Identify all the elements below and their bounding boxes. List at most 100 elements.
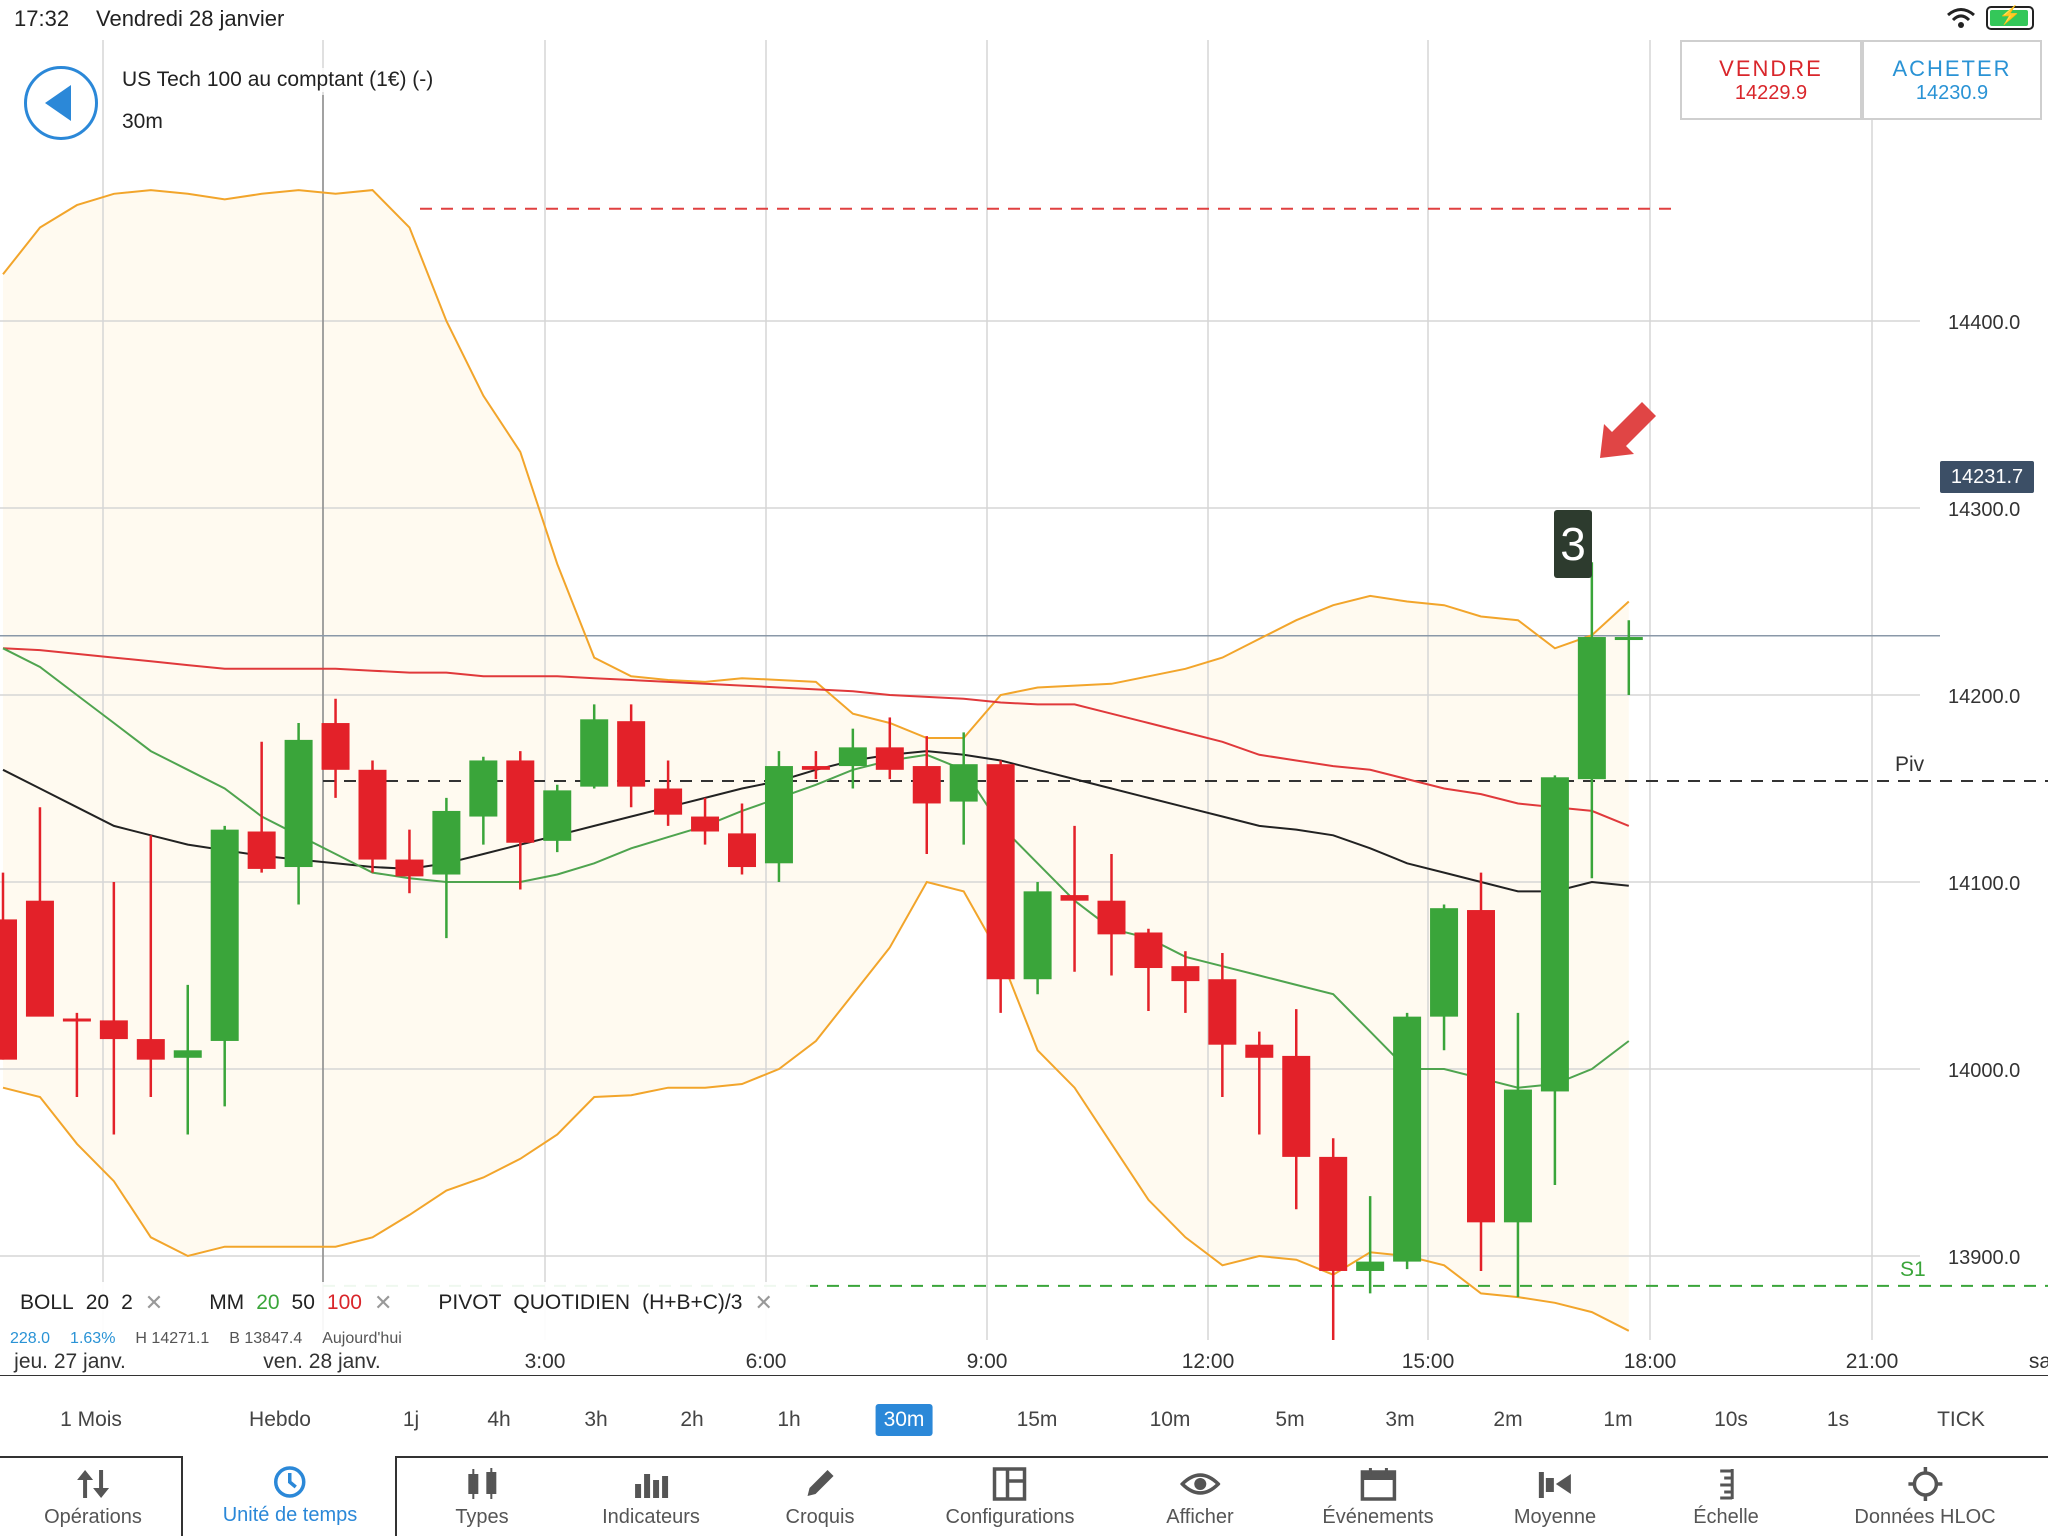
toolbar-arrows-updown-button[interactable]: Opérations	[44, 1466, 142, 1529]
candle	[1356, 1196, 1385, 1294]
pivot-name[interactable]: PIVOT	[438, 1291, 502, 1314]
timeframe-1m[interactable]: 1m	[1603, 1408, 1633, 1431]
timeframe-3h[interactable]: 3h	[584, 1408, 608, 1431]
timeframe-15m[interactable]: 15m	[1016, 1408, 1058, 1431]
candle	[949, 732, 978, 845]
toolbar-volume-button[interactable]: Moyenne	[1514, 1466, 1596, 1529]
status-bar: 17:32 Vendredi 28 janvier ⚡	[0, 0, 2048, 40]
candle	[284, 723, 313, 905]
sell-label: VENDRE	[1719, 56, 1823, 81]
timeframe-1j[interactable]: 1j	[402, 1408, 420, 1431]
candle	[1023, 882, 1052, 995]
candle-body	[247, 831, 276, 869]
back-button[interactable]	[24, 66, 98, 140]
timeframe-1-mois[interactable]: 1 Mois	[60, 1408, 122, 1431]
candle-body	[1393, 1016, 1422, 1262]
candle	[1393, 1012, 1422, 1270]
toolbar-label: Croquis	[785, 1506, 855, 1528]
timeframe-2h[interactable]: 2h	[680, 1408, 704, 1431]
candle	[506, 751, 535, 890]
candle-body	[1097, 900, 1126, 935]
timeframe-tick[interactable]: TICK	[1937, 1408, 1985, 1431]
mm-period-20: 20	[256, 1291, 280, 1314]
toolbar-crosshair-button[interactable]: Données HLOC	[1854, 1466, 1996, 1529]
candle-body	[764, 766, 793, 864]
candle	[1540, 775, 1569, 1185]
toolbar-label: Indicateurs	[602, 1506, 700, 1528]
candle	[1134, 928, 1163, 1012]
pivot-label: Piv	[1895, 753, 1925, 776]
timeframe-label: 30m	[122, 110, 163, 133]
candle-body	[986, 764, 1015, 980]
candle	[1319, 1138, 1348, 1359]
toolbar-candles-button[interactable]: Types	[455, 1466, 509, 1529]
eye-icon	[1166, 1466, 1233, 1502]
candle-body	[691, 816, 720, 832]
candle	[99, 882, 128, 1135]
toolbar-label: Afficher	[1166, 1506, 1234, 1528]
buy-button[interactable]: ACHETER 14230.9	[1862, 40, 2042, 120]
remove-pivot-icon[interactable]: ✕	[754, 1290, 773, 1315]
toolbar-eye-button[interactable]: Afficher	[1166, 1466, 1234, 1529]
remove-mm-icon[interactable]: ✕	[373, 1290, 393, 1315]
timeframe-selector: 1 Mois Hebdo 1j 4h 3h 2h 1h 30m 15m 10m 5m 3m 2m 1m 10…	[0, 1376, 2048, 1458]
x-axis-label: 12:00	[1182, 1350, 1235, 1373]
candle-body	[210, 829, 239, 1041]
status-icons: ⚡	[1946, 5, 2034, 30]
candle-body	[358, 769, 387, 860]
candle	[912, 736, 941, 854]
legend-stat-today: Aujourd'hui	[322, 1330, 402, 1347]
status-time: 17:32	[14, 6, 70, 31]
timeframe-2m[interactable]: 2m	[1493, 1408, 1523, 1431]
legend-stat-high: H 14271.1	[135, 1330, 210, 1347]
mm-period-50: 50	[291, 1291, 315, 1314]
candle-body	[506, 760, 535, 843]
toolbar-calendar-button[interactable]: Événements	[1322, 1466, 1434, 1529]
candle-body	[136, 1039, 165, 1060]
y-axis-label: 13900.0	[1948, 1247, 2020, 1269]
x-axis-label: 9:00	[967, 1350, 1008, 1373]
pencil-icon	[786, 1466, 855, 1502]
toolbar-scale-button[interactable]: Échelle	[1693, 1466, 1759, 1529]
last-price-tag: 14231.7	[1940, 461, 2034, 493]
timeframe-10s[interactable]: 10s	[1714, 1408, 1748, 1431]
red-arrow-icon	[1600, 402, 1656, 458]
candle-body	[395, 859, 424, 877]
y-axis-label: 14000.0	[1948, 1060, 2020, 1082]
toolbar-label: Événements	[1322, 1506, 1434, 1528]
remove-boll-icon[interactable]: ✕	[144, 1290, 164, 1315]
timeframe-4h[interactable]: 4h	[487, 1408, 511, 1431]
candle	[62, 1012, 91, 1098]
timeframe-10m[interactable]: 10m	[1149, 1408, 1191, 1431]
bars-icon	[602, 1466, 700, 1502]
timeframe-1h[interactable]: 1h	[777, 1408, 801, 1431]
timeframe-1s[interactable]: 1s	[1826, 1408, 1850, 1431]
toolbar-pencil-button[interactable]: Croquis	[785, 1466, 855, 1529]
candle	[321, 698, 350, 798]
candle	[1208, 953, 1237, 1098]
x-axis-label: jeu. 27 janv.	[13, 1350, 126, 1373]
toolbar-bars-button[interactable]: Indicateurs	[602, 1466, 700, 1529]
bollinger-upper-line	[2, 189, 1630, 739]
x-axis-label: 21:00	[1846, 1350, 1899, 1373]
boll-name[interactable]: BOLL	[20, 1291, 74, 1314]
timeframe-hebdo[interactable]: Hebdo	[249, 1408, 311, 1431]
candle	[986, 760, 1015, 1013]
toolbar-layout-button[interactable]: Configurations	[946, 1466, 1074, 1529]
candle-body	[1577, 637, 1606, 780]
candle-countdown-badge: 3	[1554, 510, 1592, 578]
ma20-line	[2, 647, 1630, 1089]
candle	[654, 760, 683, 826]
candle	[1503, 1012, 1532, 1298]
mm-name[interactable]: MM	[209, 1291, 245, 1314]
sell-button[interactable]: VENDRE 14229.9	[1680, 40, 1862, 120]
candle	[1614, 620, 1643, 695]
timeframe-3m[interactable]: 3m	[1385, 1408, 1415, 1431]
toolbar-clock-button[interactable]: Unité de temps	[223, 1464, 357, 1527]
price-chart[interactable]: PivS113800.013900.014000.014100.014200.0…	[0, 40, 2048, 1376]
timeframe-5m[interactable]: 5m	[1275, 1408, 1305, 1431]
candle-body	[1540, 777, 1569, 1092]
candle	[1467, 872, 1495, 1271]
timeframe-30m[interactable]: 30m	[875, 1404, 933, 1436]
candle-body	[1060, 895, 1089, 901]
